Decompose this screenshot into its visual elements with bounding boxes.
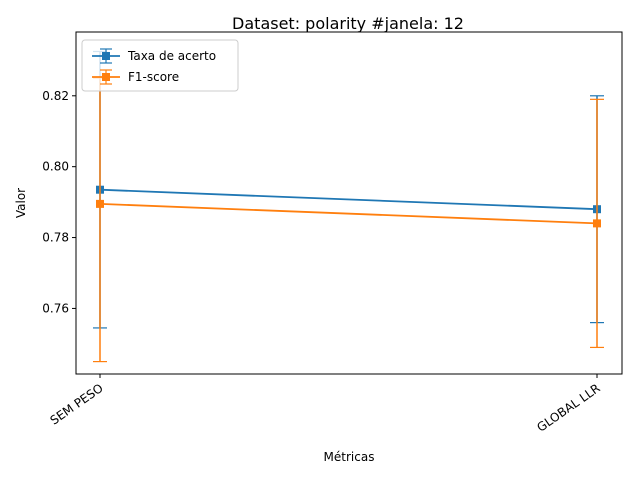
legend-marker (102, 73, 110, 81)
data-point (96, 199, 104, 208)
data-point (593, 219, 601, 228)
legend-label: Taxa de acerto (127, 49, 216, 63)
y-axis: 0.76 0.78 0.80 0.82 (42, 89, 76, 315)
legend-items: Taxa de acerto F1-score (92, 48, 216, 85)
legend-label: F1-score (128, 70, 179, 84)
y-tick-label: 0.82 (42, 89, 69, 103)
legend-box (81, 39, 239, 92)
series-line (99, 188, 598, 211)
y-tick-label: 0.80 (42, 160, 69, 174)
y-tick-label: 0.76 (42, 301, 69, 315)
plot-frame (75, 31, 623, 375)
legend: Taxa de acerto F1-score (81, 39, 239, 92)
legend-marker (102, 52, 110, 60)
y-axis-label: Valor (14, 188, 28, 218)
chart-title: Dataset: polarity #janela: 12 (232, 14, 464, 33)
y-tick-label: 0.78 (42, 231, 69, 245)
x-axis-label: Métricas (324, 450, 375, 464)
series-line (99, 202, 598, 225)
